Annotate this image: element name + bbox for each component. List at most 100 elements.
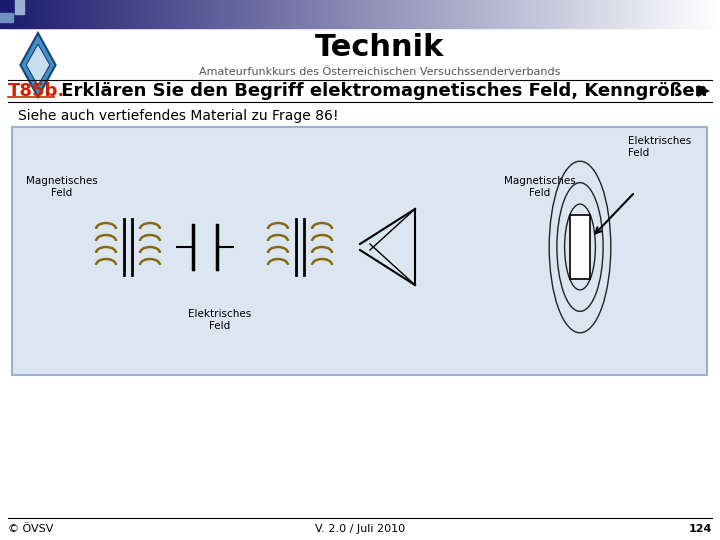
- Bar: [158, 0, 159, 28]
- Bar: [297, 0, 298, 28]
- Bar: [674, 0, 675, 28]
- Bar: [19, 0, 20, 28]
- Bar: [192, 0, 193, 28]
- Bar: [480, 0, 481, 28]
- Bar: [318, 0, 319, 28]
- Bar: [71, 0, 72, 28]
- Bar: [118, 0, 119, 28]
- Bar: [502, 0, 503, 28]
- Bar: [94, 0, 95, 28]
- Bar: [719, 0, 720, 28]
- Bar: [417, 0, 418, 28]
- Bar: [423, 0, 424, 28]
- Bar: [635, 0, 636, 28]
- Bar: [1, 0, 2, 28]
- Bar: [527, 0, 528, 28]
- Bar: [83, 0, 84, 28]
- Bar: [439, 0, 440, 28]
- Bar: [250, 0, 251, 28]
- Bar: [599, 0, 600, 28]
- Bar: [52, 0, 53, 28]
- Bar: [695, 0, 696, 28]
- Bar: [644, 0, 645, 28]
- Bar: [623, 0, 624, 28]
- Bar: [688, 0, 689, 28]
- Bar: [361, 0, 362, 28]
- Bar: [59, 0, 60, 28]
- Bar: [675, 0, 676, 28]
- Bar: [508, 0, 509, 28]
- Bar: [167, 0, 168, 28]
- Bar: [218, 0, 219, 28]
- Bar: [316, 0, 317, 28]
- Bar: [299, 0, 300, 28]
- Bar: [336, 0, 337, 28]
- Bar: [713, 0, 714, 28]
- Bar: [696, 0, 697, 28]
- Bar: [195, 0, 196, 28]
- Bar: [703, 0, 704, 28]
- Bar: [18, 0, 19, 28]
- Bar: [596, 0, 597, 28]
- Bar: [367, 0, 368, 28]
- Bar: [503, 0, 504, 28]
- Bar: [76, 0, 77, 28]
- Bar: [173, 0, 174, 28]
- Bar: [398, 0, 399, 28]
- Bar: [436, 0, 437, 28]
- Bar: [108, 0, 109, 28]
- Bar: [443, 0, 444, 28]
- Bar: [570, 0, 571, 28]
- Bar: [634, 0, 635, 28]
- Bar: [30, 0, 31, 28]
- Bar: [114, 0, 115, 28]
- Bar: [350, 0, 351, 28]
- Bar: [352, 0, 353, 28]
- Bar: [386, 0, 387, 28]
- Bar: [546, 0, 547, 28]
- Bar: [126, 0, 127, 28]
- Bar: [632, 0, 633, 28]
- Bar: [144, 0, 145, 28]
- Bar: [328, 0, 329, 28]
- Bar: [573, 0, 574, 28]
- Bar: [701, 0, 702, 28]
- Bar: [494, 0, 495, 28]
- Bar: [430, 0, 431, 28]
- Bar: [91, 0, 92, 28]
- Bar: [388, 0, 389, 28]
- Bar: [532, 0, 533, 28]
- Bar: [127, 0, 128, 28]
- Bar: [474, 0, 475, 28]
- Bar: [511, 0, 512, 28]
- Bar: [499, 0, 500, 28]
- Bar: [668, 0, 669, 28]
- Bar: [413, 0, 414, 28]
- Bar: [133, 0, 134, 28]
- Bar: [130, 0, 131, 28]
- Bar: [440, 0, 441, 28]
- Bar: [691, 0, 692, 28]
- Bar: [168, 0, 169, 28]
- Bar: [551, 0, 552, 28]
- Bar: [212, 0, 213, 28]
- Bar: [544, 0, 545, 28]
- Bar: [425, 0, 426, 28]
- Bar: [420, 0, 421, 28]
- Bar: [516, 0, 517, 28]
- Bar: [38, 0, 39, 28]
- Bar: [407, 0, 408, 28]
- Bar: [469, 0, 470, 28]
- Bar: [154, 0, 155, 28]
- Bar: [569, 0, 570, 28]
- Bar: [344, 0, 345, 28]
- Bar: [449, 0, 450, 28]
- Bar: [10, 0, 11, 28]
- Bar: [115, 0, 116, 28]
- Bar: [372, 0, 373, 28]
- Bar: [540, 0, 541, 28]
- Bar: [553, 0, 554, 28]
- Bar: [189, 0, 190, 28]
- Bar: [556, 0, 557, 28]
- Bar: [418, 0, 419, 28]
